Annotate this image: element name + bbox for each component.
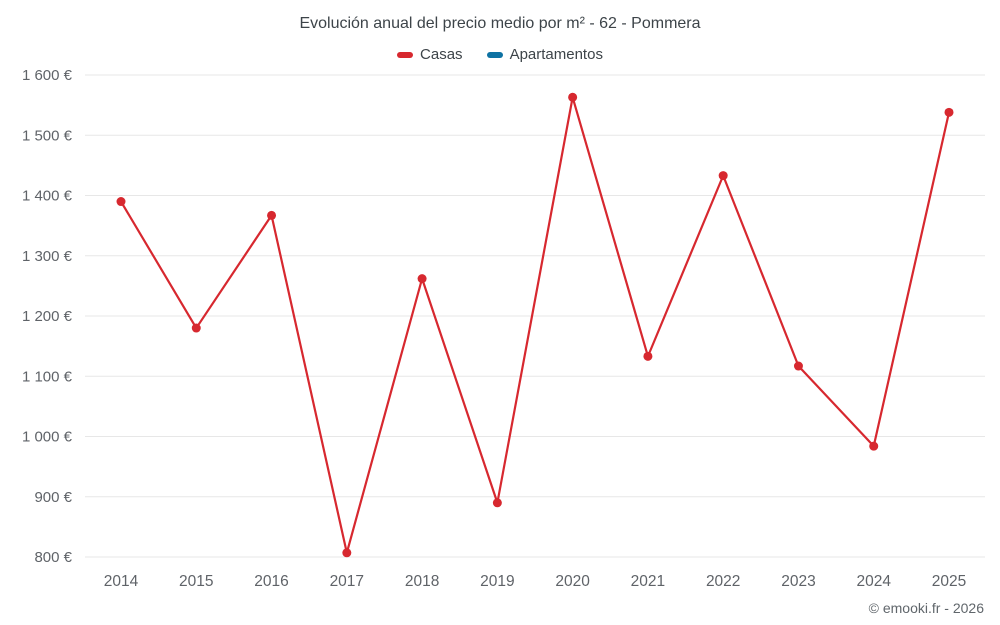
legend-item-apartamentos[interactable]: Apartamentos <box>486 46 603 63</box>
chart-title: Evolución anual del precio medio por m² … <box>299 15 701 32</box>
x-axis-label: 2017 <box>330 573 364 590</box>
copyright: © emooki.fr - 2026 <box>868 600 984 616</box>
x-axis-label: 2022 <box>706 573 740 590</box>
data-point-casas-2022 <box>718 171 728 181</box>
x-axis-label: 2015 <box>179 573 213 590</box>
legend-label-apartamentos: Apartamentos <box>509 46 603 63</box>
data-point-casas-2014 <box>116 197 126 207</box>
legend-label-casas: Casas <box>420 46 463 63</box>
data-point-casas-2023 <box>793 361 803 371</box>
x-axis-label: 2014 <box>104 573 139 590</box>
x-axis-label: 2024 <box>856 573 891 590</box>
legend-item-casas[interactable]: Casas <box>397 46 463 63</box>
data-point-casas-2019 <box>492 498 502 508</box>
y-axis-label: 800 € <box>34 549 72 566</box>
data-point-casas-2024 <box>869 441 879 451</box>
data-point-casas-2017 <box>342 548 352 558</box>
data-point-casas-2015 <box>191 323 201 333</box>
x-axis-label: 2019 <box>480 573 514 590</box>
y-axis-label: 1 000 € <box>22 429 73 446</box>
series-line-casas <box>119 96 951 554</box>
data-point-casas-2016 <box>267 210 277 220</box>
x-axis-label: 2021 <box>631 573 665 590</box>
data-point-casas-2021 <box>643 351 653 361</box>
y-axis-label: 1 400 € <box>22 188 73 205</box>
apartamentos-swatch-icon <box>486 51 503 58</box>
y-axis-label: 1 200 € <box>22 308 73 325</box>
x-axis-label: 2020 <box>555 573 590 590</box>
x-axis-label: 2023 <box>781 573 815 590</box>
data-point-casas-2020 <box>568 92 578 102</box>
data-point-casas-2018 <box>417 274 427 284</box>
y-axis-label: 900 € <box>34 489 72 506</box>
y-axis-label: 1 600 € <box>22 67 73 84</box>
y-axis-label: 1 300 € <box>22 248 73 265</box>
y-axis-label: 1 100 € <box>22 368 73 385</box>
data-point-casas-2025 <box>944 107 954 117</box>
x-axis-label: 2016 <box>254 573 288 590</box>
legend: Casas Apartamentos <box>0 46 1000 63</box>
x-axis-label: 2025 <box>932 573 966 590</box>
y-axis-label: 1 500 € <box>22 127 73 144</box>
x-axis-label: 2018 <box>405 573 439 590</box>
casas-swatch-icon <box>397 51 414 58</box>
